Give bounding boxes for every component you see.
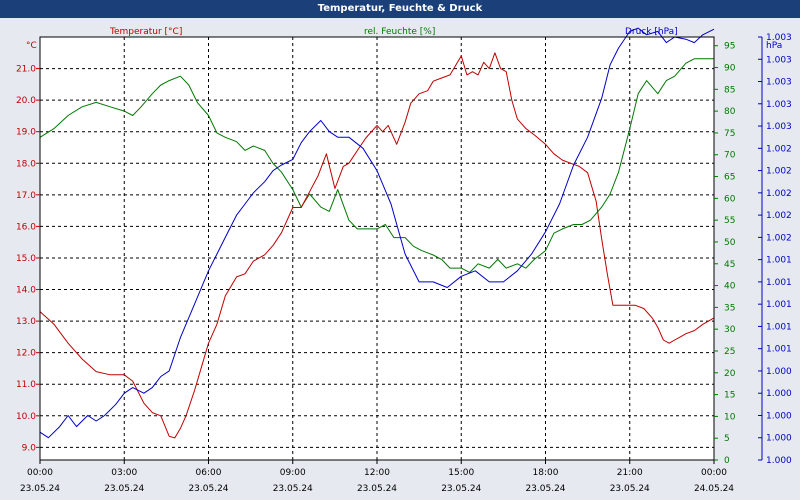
pressure-tick-label: 1.003 bbox=[766, 55, 792, 65]
temperature-tick-label: 9.0 bbox=[22, 443, 37, 453]
date-tick-label: 24.05.24 bbox=[694, 484, 734, 494]
date-tick-label: 23.05.24 bbox=[20, 484, 60, 494]
pressure-tick-label: 1.002 bbox=[766, 189, 792, 199]
humidity-tick-label: 5 bbox=[724, 434, 730, 444]
date-tick-label: 23.05.24 bbox=[441, 484, 481, 494]
temperature-tick-label: 14.0 bbox=[16, 286, 36, 296]
gridlines bbox=[40, 37, 714, 460]
pressure-tick-label: 1.002 bbox=[766, 144, 792, 154]
pressure-tick-label: 1.000 bbox=[766, 389, 792, 399]
date-tick-label: 23.05.24 bbox=[357, 484, 397, 494]
humidity-tick-label: 60 bbox=[724, 194, 736, 204]
pressure-tick-label: 1.001 bbox=[766, 345, 792, 355]
pressure-tick-label: 1.003 bbox=[766, 122, 792, 132]
temperature-line bbox=[39, 52, 715, 439]
temperature-tick-label: 15.0 bbox=[16, 254, 36, 264]
date-tick-label: 23.05.24 bbox=[104, 484, 144, 494]
time-tick-label: 15:00 bbox=[448, 468, 474, 478]
humidity-tick-label: 65 bbox=[724, 173, 735, 183]
time-axis: 00:00 23.05.24 03:00 23.05.24 06:00 23.05.24 0… bbox=[20, 460, 734, 494]
pressure-tick-label: 1.003 bbox=[766, 78, 792, 88]
pressure-line bbox=[39, 27, 715, 439]
date-tick-label: 23.05.24 bbox=[525, 484, 565, 494]
temperature-tick-label: 17.0 bbox=[16, 191, 36, 201]
date-tick-label: 23.05.24 bbox=[188, 484, 228, 494]
temperature-tick-label: 18.0 bbox=[16, 159, 36, 169]
time-tick-label: 00:00 bbox=[701, 468, 727, 478]
humidity-tick-label: 20 bbox=[724, 369, 736, 379]
humidity-tick-label: 15 bbox=[724, 391, 735, 401]
pressure-tick-label: 1.003 bbox=[766, 33, 792, 43]
humidity-axis-title: rel. Feuchte [%] bbox=[364, 27, 435, 37]
pressure-tick-label: 1.001 bbox=[766, 300, 792, 310]
pressure-tick-label: 1.002 bbox=[766, 233, 792, 243]
humidity-tick-label: 90 bbox=[724, 64, 736, 74]
humidity-tick-label: 80 bbox=[724, 107, 736, 117]
humidity-axis: 0 5 10 15 20 25 30 35 40 45 50 55 60 65 70 75 80 85 90 95 bbox=[714, 42, 736, 466]
humidity-tick-label: 70 bbox=[724, 151, 736, 161]
temperature-axis-title: Temperatur [°C] bbox=[109, 27, 182, 37]
temperature-tick-label: 19.0 bbox=[16, 128, 36, 138]
pressure-tick-label: 1.001 bbox=[766, 278, 792, 288]
pressure-tick-label: 1.003 bbox=[766, 100, 792, 110]
humidity-tick-label: 55 bbox=[724, 216, 735, 226]
pressure-tick-label: 1.002 bbox=[766, 211, 792, 221]
humidity-tick-label: 40 bbox=[724, 282, 736, 292]
pressure-unit-label: hPa bbox=[766, 41, 782, 51]
pressure-axis: 1.000 1.000 1.000 1.000 1.000 1.001 1.001 1.001… bbox=[758, 33, 792, 466]
humidity-tick-label: 45 bbox=[724, 260, 735, 270]
humidity-tick-label: 75 bbox=[724, 129, 735, 139]
humidity-tick-label: 95 bbox=[724, 42, 735, 52]
pressure-tick-label: 1.000 bbox=[766, 456, 792, 466]
temperature-tick-label: 20.0 bbox=[16, 96, 36, 106]
time-tick-label: 03:00 bbox=[111, 468, 137, 478]
pressure-tick-label: 1.000 bbox=[766, 434, 792, 444]
pressure-tick-label: 1.002 bbox=[766, 167, 792, 177]
pressure-tick-label: 1.000 bbox=[766, 367, 792, 377]
time-tick-label: 00:00 bbox=[27, 468, 53, 478]
pressure-tick-label: 1.001 bbox=[766, 256, 792, 266]
temperature-tick-label: 13.0 bbox=[16, 317, 36, 327]
time-tick-label: 12:00 bbox=[364, 468, 390, 478]
humidity-tick-label: 30 bbox=[724, 325, 736, 335]
date-tick-label: 23.05.24 bbox=[273, 484, 313, 494]
temperature-unit-label: °C bbox=[26, 41, 37, 51]
humidity-tick-label: 35 bbox=[724, 303, 735, 313]
time-tick-label: 21:00 bbox=[617, 468, 643, 478]
humidity-tick-label: 0 bbox=[724, 456, 730, 466]
pressure-tick-label: 1.000 bbox=[766, 411, 792, 421]
chart-title: Temperatur, Feuchte & Druck bbox=[0, 0, 800, 18]
date-tick-label: 23.05.24 bbox=[610, 484, 650, 494]
humidity-tick-label: 50 bbox=[724, 238, 736, 248]
humidity-tick-label: 10 bbox=[724, 412, 736, 422]
temperature-tick-label: 21.0 bbox=[16, 65, 36, 75]
pressure-tick-label: 1.001 bbox=[766, 322, 792, 332]
temperature-tick-label: 12.0 bbox=[16, 349, 36, 359]
series-layer bbox=[39, 27, 715, 439]
temperature-tick-label: 11.0 bbox=[16, 380, 36, 390]
time-tick-label: 06:00 bbox=[196, 468, 222, 478]
temperature-tick-label: 10.0 bbox=[16, 412, 36, 422]
time-tick-label: 18:00 bbox=[533, 468, 559, 478]
humidity-tick-label: 25 bbox=[724, 347, 735, 357]
humidity-line bbox=[39, 58, 714, 273]
temperature-tick-label: 16.0 bbox=[16, 222, 36, 232]
pressure-axis-title: Druck [hPa] bbox=[625, 27, 678, 37]
time-tick-label: 09:00 bbox=[280, 468, 306, 478]
humidity-tick-label: 85 bbox=[724, 85, 735, 95]
temperature-axis: 9.0 10.0 11.0 12.0 13.0 14.0 15.0 16.0 17.0 18.0 1… bbox=[16, 65, 40, 453]
